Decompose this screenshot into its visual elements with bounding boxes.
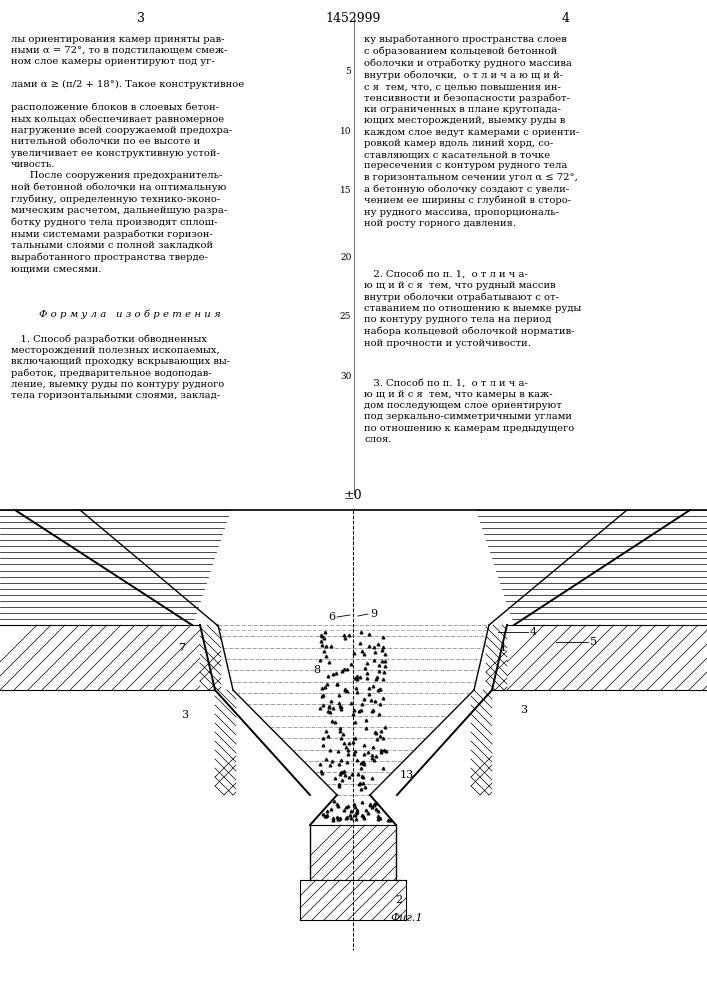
Text: 1. Способ разработки обводненных
месторождений полезных ископаемых,
включающий п: 1. Способ разработки обводненных месторо…: [11, 334, 230, 400]
Text: 7: 7: [178, 643, 185, 653]
Text: 2. Способ по п. 1,  о т л и ч а-
ю щ и й с я  тем, что рудный массив
внутри обол: 2. Способ по п. 1, о т л и ч а- ю щ и й …: [364, 270, 581, 348]
Text: 20: 20: [340, 253, 351, 262]
Text: 8: 8: [313, 665, 320, 675]
Text: 1: 1: [500, 643, 507, 653]
Text: Ф о р м у л а   и з о б р е т е н и я: Ф о р м у л а и з о б р е т е н и я: [39, 309, 221, 319]
Text: 15: 15: [340, 186, 351, 195]
Text: лы ориентирования камер приняты рав-
ными α = 72°, то в подстилающем смеж-
ном с: лы ориентирования камер приняты рав- ным…: [11, 35, 244, 273]
Text: 5: 5: [590, 637, 597, 647]
Text: 6: 6: [328, 612, 335, 622]
Text: 3. Способ по п. 1,  о т л и ч а-
ю щ и й с я  тем, что камеры в каж-
дом последу: 3. Способ по п. 1, о т л и ч а- ю щ и й …: [364, 379, 574, 444]
Text: 1452999: 1452999: [326, 12, 381, 25]
Text: 4: 4: [561, 12, 570, 25]
Text: 10: 10: [340, 127, 351, 136]
Text: 3: 3: [520, 705, 527, 715]
Text: 25: 25: [340, 312, 351, 321]
Text: 13: 13: [400, 770, 414, 780]
Text: Фиг.1: Фиг.1: [390, 913, 423, 923]
Text: 4: 4: [530, 627, 537, 637]
Text: 5: 5: [346, 67, 351, 76]
Text: 2: 2: [395, 895, 402, 905]
Text: 9: 9: [370, 609, 377, 619]
Text: ±0: ±0: [344, 489, 362, 502]
Text: 3: 3: [182, 710, 189, 720]
Text: ку выработанного пространства слоев
с образованием кольцевой бетонной
оболочки и: ку выработанного пространства слоев с об…: [364, 35, 579, 228]
Text: 30: 30: [340, 372, 351, 381]
Text: 3: 3: [137, 12, 146, 25]
